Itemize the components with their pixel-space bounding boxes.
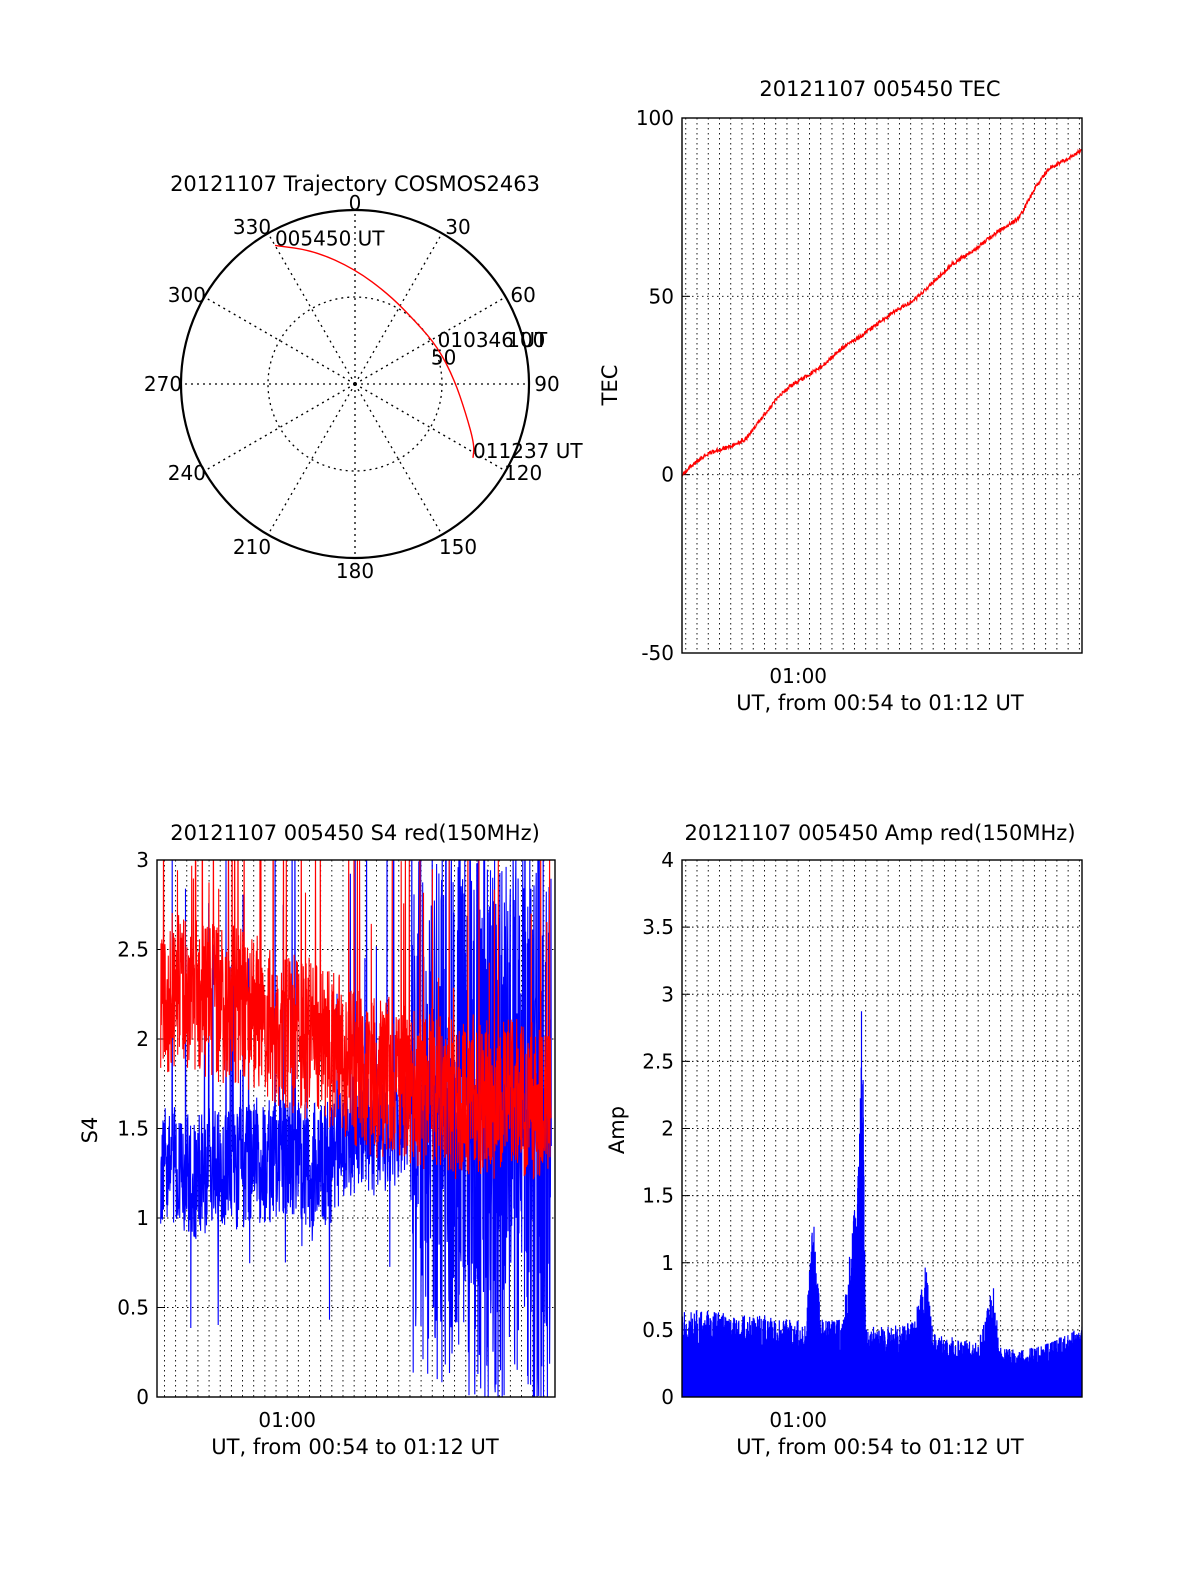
polar-outer-ring <box>179 208 531 560</box>
y-tick-label: 3.5 <box>642 915 674 939</box>
plot-frame <box>156 859 556 1398</box>
y-tick-label: -50 <box>641 641 674 665</box>
polar-spoke <box>354 383 507 472</box>
amp-plot-area: 0 0.5 1 1.5 2 2.5 3 3.5 4 01:00 <box>642 848 1083 1432</box>
trajectory-time-label: 005450 UT <box>275 226 385 250</box>
trajectory-track <box>274 244 475 458</box>
azimuth-label: 150 <box>439 535 477 559</box>
plot-series-layer <box>682 148 1082 477</box>
tec-plot-area: -50 0 50 100 01:00 <box>636 106 1083 688</box>
y-tick-label: 1 <box>661 1251 674 1275</box>
y-tick-label: 1 <box>136 1206 149 1230</box>
y-tick-label: 3 <box>136 848 149 872</box>
s4-title: 20121107 005450 S4 red(150MHz) <box>170 821 540 845</box>
y-tick-label: 0.5 <box>117 1296 149 1320</box>
y-tick-label: 1.5 <box>642 1184 674 1208</box>
s4-x-axis-label: UT, from 00:54 to 01:12 UT <box>211 1435 499 1459</box>
polar-spoke <box>354 296 507 385</box>
s4-y-axis-label: S4 <box>78 1117 102 1144</box>
s4-chart: 20121107 005450 S4 red(150MHz) 0 0.5 1 1.5 2… <box>78 821 556 1459</box>
trajectory-time-label: 011237 UT <box>473 439 583 463</box>
plot-frame <box>681 117 1083 654</box>
y-tick-label: 50 <box>649 284 674 308</box>
plot-series-layer <box>160 860 552 1397</box>
amp-x-axis-label: UT, from 00:54 to 01:12 UT <box>736 1435 1024 1459</box>
azimuth-label: 90 <box>534 372 559 396</box>
y-tick-label: 0 <box>136 1385 149 1409</box>
x-tick-label: 01:00 <box>769 664 827 688</box>
radius-label: 100 <box>507 328 545 352</box>
azimuth-label: 270 <box>144 372 182 396</box>
azimuth-label: 180 <box>336 559 374 583</box>
polar-spoke <box>267 383 356 536</box>
tec-title: 20121107 005450 TEC <box>759 77 1000 101</box>
tec-chart: 20121107 005450 TEC -50 0 50 100 01:00 UT, f… <box>598 77 1083 715</box>
y-tick-label: 0 <box>661 463 674 487</box>
y-tick-label: 0.5 <box>642 1318 674 1342</box>
plot-frame <box>681 859 1083 1398</box>
x-tick-label: 01:00 <box>258 1408 316 1432</box>
tec-y-axis-label: TEC <box>598 365 622 407</box>
series-line <box>160 860 552 1180</box>
polar-grid <box>179 208 531 560</box>
y-tick-label: 3 <box>661 982 674 1006</box>
series-line <box>682 148 1082 477</box>
plot-series-layer <box>682 1011 1082 1397</box>
polar-ring-50 <box>267 296 443 472</box>
trajectory-time-label: 010346 UT <box>438 328 548 352</box>
y-tick-label: 100 <box>636 106 674 130</box>
trajectory-title: 20121107 Trajectory COSMOS2463 <box>170 172 540 196</box>
azimuth-label: 330 <box>233 215 271 239</box>
trajectory-line <box>274 244 475 458</box>
x-tick-label: 01:00 <box>769 1408 827 1432</box>
amp-title: 20121107 005450 Amp red(150MHz) <box>684 821 1075 845</box>
polar-spoke <box>354 232 443 385</box>
azimuth-labels: 0 30 60 90 120 150 180 210 240 270 300 330 <box>144 191 560 583</box>
y-tick-label: 2 <box>136 1027 149 1051</box>
y-tick-label: 4 <box>661 848 674 872</box>
azimuth-label: 300 <box>168 283 206 307</box>
azimuth-label: 30 <box>445 215 470 239</box>
s4-plot-area: 0 0.5 1 1.5 2 2.5 3 01:00 <box>117 848 556 1432</box>
polar-spoke <box>203 296 356 385</box>
azimuth-label: 240 <box>168 461 206 485</box>
azimuth-label: 120 <box>504 461 542 485</box>
y-tick-label: 2 <box>661 1117 674 1141</box>
polar-spoke <box>203 383 356 472</box>
polar-spoke <box>354 383 443 536</box>
amp-chart: 20121107 005450 Amp red(150MHz) 0 0.5 1 1.5… <box>605 821 1083 1459</box>
trajectory-chart: 20121107 Trajectory COSMOS2463 0 30 60 90 12… <box>144 172 583 583</box>
azimuth-label: 210 <box>233 535 271 559</box>
y-tick-label: 0 <box>661 1385 674 1409</box>
series-line <box>682 1011 1082 1397</box>
amp-y-axis-label: Amp <box>605 1106 629 1154</box>
trajectory-annotations: 005450 UT 010346 UT 011237 UT <box>275 226 583 462</box>
y-tick-label: 1.5 <box>117 1117 149 1141</box>
y-tick-label: 2.5 <box>642 1049 674 1073</box>
tec-x-axis-label: UT, from 00:54 to 01:12 UT <box>736 691 1024 715</box>
azimuth-label: 0 <box>349 191 362 215</box>
azimuth-label: 60 <box>510 283 535 307</box>
y-tick-label: 2.5 <box>117 938 149 962</box>
polar-spoke <box>267 232 356 385</box>
